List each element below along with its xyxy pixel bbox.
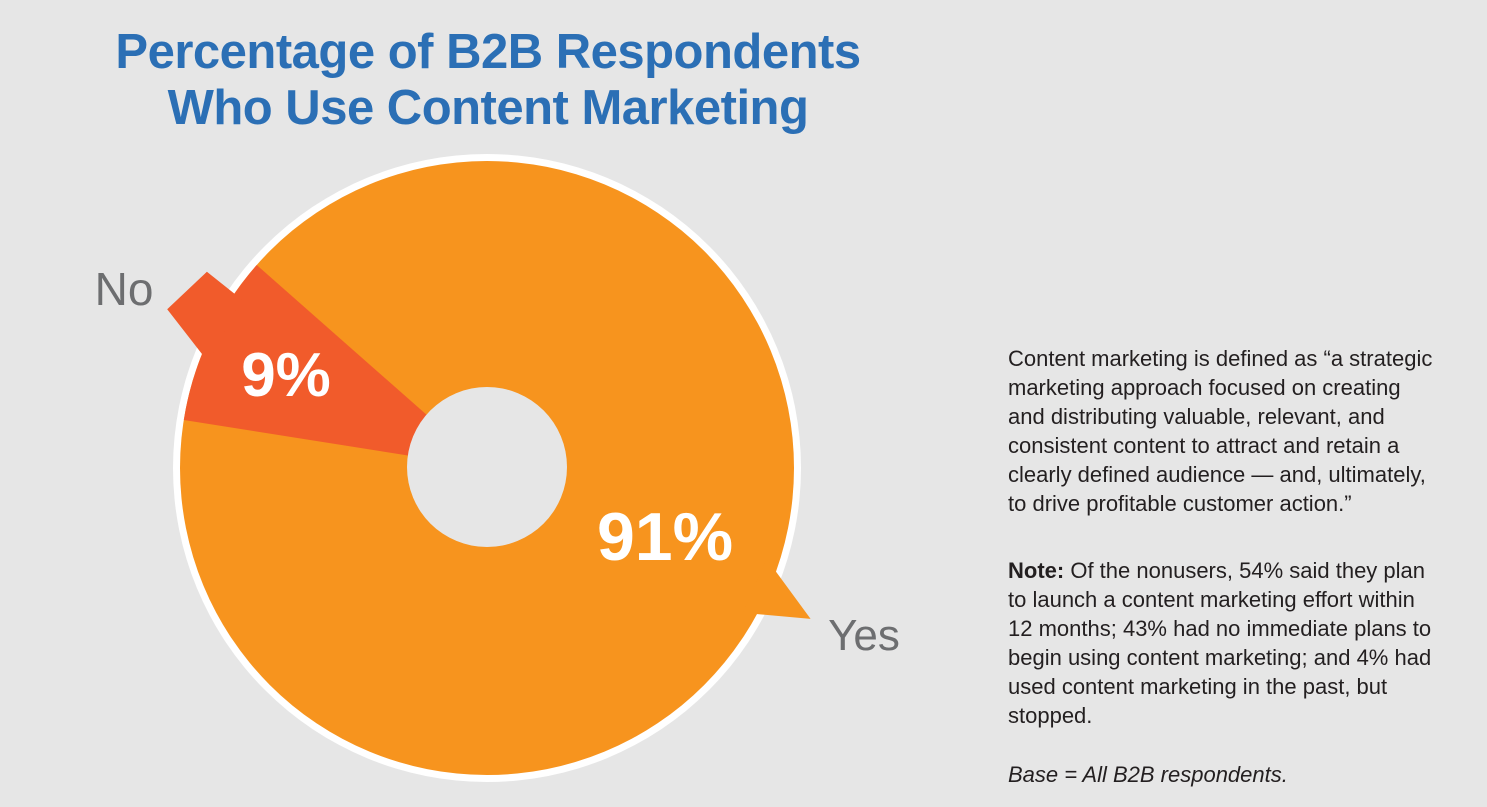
definition-paragraph: Content marketing is defined as “a strat… [1008,346,1433,516]
no-callout-tail [167,271,242,363]
note-paragraph: Note: Of the nonusers, 54% said they pla… [1008,556,1442,730]
donut-shapes [167,154,811,782]
donut-hole [407,387,567,547]
no-slice [183,265,488,468]
notes-column: Content marketing is defined as “a strat… [1008,344,1442,789]
no-value-label: 9% [241,341,331,410]
note-text: Of the nonusers, 54% said they plan to l… [1008,558,1432,728]
base-note: Base = All B2B respondents. [1008,762,1288,787]
chart-title-line-2: Who Use Content Marketing [167,81,809,135]
yes-callout-tail [742,558,811,619]
note-label: Note: [1008,558,1065,583]
chart-title-line-1: Percentage of B2B Respondents [115,25,861,79]
yes-value-label: 91% [597,499,733,575]
yes-callout-label: Yes [828,611,900,660]
no-callout-label: No [95,263,154,315]
chart-title: Percentage of B2B Respondents Who Use Co… [60,24,916,136]
